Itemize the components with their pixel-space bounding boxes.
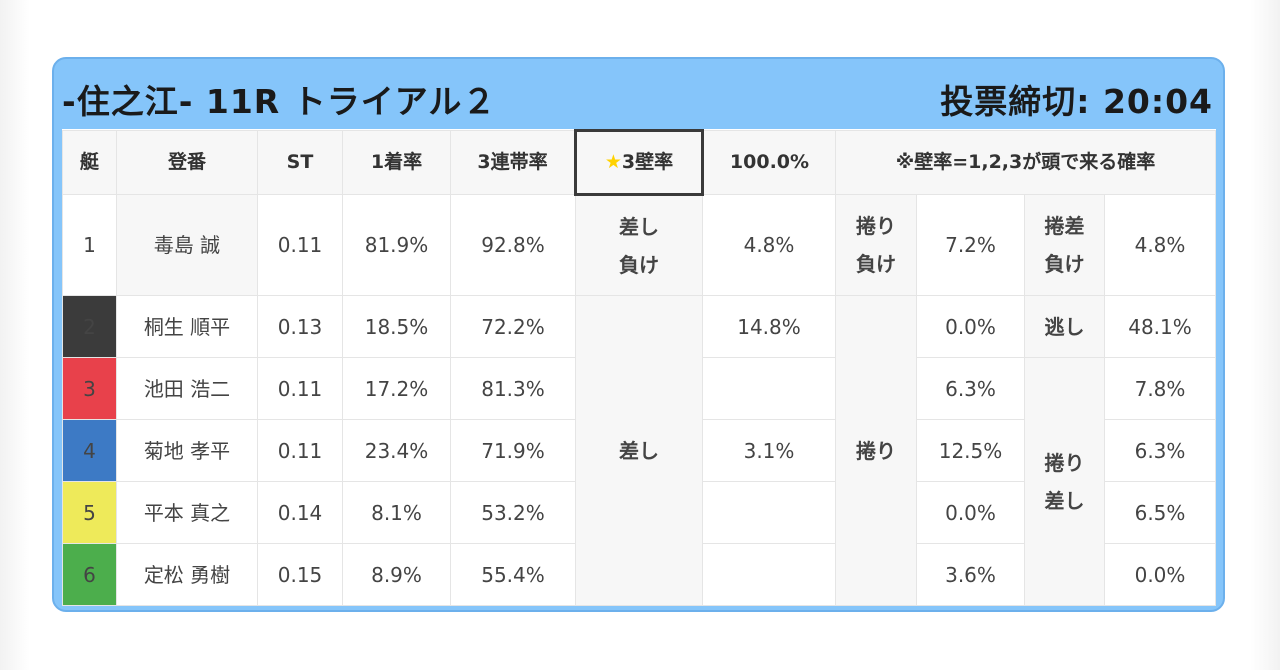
boat-number: 5 — [62, 481, 117, 544]
top3-rate-value: 53.2% — [450, 481, 576, 544]
first-rate-value: 18.5% — [342, 295, 451, 358]
st-value: 0.15 — [257, 543, 343, 606]
table-header-row: 艇 登番 ST 1着率 3連帯率 ★3壁率 100.0% ※壁率=1,2,3が頭… — [62, 129, 1216, 196]
table-row: 2 桐生 順平 0.13 18.5% 72.2% 差し 14.8% 捲り 0.0… — [62, 295, 1216, 606]
st-value: 0.11 — [257, 419, 343, 482]
left-edge-shade — [0, 0, 30, 670]
top3-rate-value: 81.3% — [450, 357, 576, 420]
sashi-make-label: 差し 負け — [575, 194, 703, 296]
boat-number: 6 — [62, 543, 117, 606]
betting-deadline: 投票締切: 20:04 — [940, 82, 1213, 121]
first-rate-value: 17.2% — [342, 357, 451, 420]
racer-name: 毒島 誠 — [116, 194, 258, 296]
sashi-value: 3.1% — [702, 419, 836, 482]
first-rate-value: 8.1% — [342, 481, 451, 544]
racer-name: 桐生 順平 — [116, 295, 258, 358]
makurisashi-make-value: 4.8% — [1104, 194, 1216, 296]
makurisashi-value: 6.5% — [1104, 481, 1216, 544]
makuri-make-label: 捲り 負け — [835, 194, 917, 296]
makurisashi-value: 0.0% — [1104, 543, 1216, 606]
top3-rate-value: 72.2% — [450, 295, 576, 358]
race-panel: -住之江- 11R トライアル２ 投票締切: 20:04 艇 登番 ST 1着率… — [52, 57, 1225, 612]
header-top3-rate: 3連帯率 — [450, 130, 576, 195]
makurisashi-value: 6.3% — [1104, 419, 1216, 482]
boat-number: 2 — [62, 295, 117, 358]
makuri-value: 3.6% — [916, 543, 1025, 606]
table-row: 1 毒島 誠 0.11 81.9% 92.8% 差し 負け 4.8% 捲り 負け 7… — [62, 194, 1216, 296]
header-st: ST — [257, 130, 343, 195]
sashi-value — [702, 543, 836, 606]
racer-name: 池田 浩二 — [116, 357, 258, 420]
wall-rate-value: 100.0% — [702, 130, 836, 195]
table-row: 6 定松 勇樹 0.15 8.9% 55.4% 3.6% 0.0% — [62, 543, 1216, 606]
racer-name: 平本 真之 — [116, 481, 258, 544]
sashi-make-value: 4.8% — [702, 194, 836, 296]
top3-rate-value: 92.8% — [450, 194, 576, 296]
makurisashi-value: 7.8% — [1104, 357, 1216, 420]
st-value: 0.13 — [257, 295, 343, 358]
nige-label: 逃し — [1024, 295, 1105, 358]
makuri-value: 0.0% — [916, 295, 1025, 358]
makuri-label: 捲り — [835, 295, 917, 606]
race-title: -住之江- 11R トライアル２ — [62, 82, 497, 121]
wall-rate-label: ★3壁率 — [574, 129, 704, 196]
st-value: 0.11 — [257, 357, 343, 420]
sashi-value: 14.8% — [702, 295, 836, 358]
makurisashi-make-label: 捲差 負け — [1024, 194, 1105, 296]
st-value: 0.11 — [257, 194, 343, 296]
right-edge-shade — [1250, 0, 1280, 670]
makuri-value: 6.3% — [916, 357, 1025, 420]
makuri-value: 0.0% — [916, 481, 1025, 544]
star-icon: ★ — [604, 151, 622, 174]
race-stats-table: 艇 登番 ST 1着率 3連帯率 ★3壁率 100.0% ※壁率=1,2,3が頭… — [62, 129, 1216, 606]
first-rate-value: 8.9% — [342, 543, 451, 606]
makuri-value: 12.5% — [916, 419, 1025, 482]
sashi-value — [702, 481, 836, 544]
first-rate-value: 23.4% — [342, 419, 451, 482]
boat-number: 1 — [62, 194, 117, 296]
sashi-label: 差し — [575, 295, 703, 606]
boat-number: 4 — [62, 419, 117, 482]
racer-name: 定松 勇樹 — [116, 543, 258, 606]
st-value: 0.14 — [257, 481, 343, 544]
table-row: 3 池田 浩二 0.11 17.2% 81.3% 6.3% 捲り 差し 7.8% — [62, 357, 1216, 606]
header-racer: 登番 — [116, 130, 258, 195]
boat-number: 3 — [62, 357, 117, 420]
makurisashi-label: 捲り 差し — [1024, 357, 1105, 606]
header-boat: 艇 — [62, 130, 117, 195]
first-rate-value: 81.9% — [342, 194, 451, 296]
nige-value: 48.1% — [1104, 295, 1216, 358]
makuri-make-value: 7.2% — [916, 194, 1025, 296]
sashi-value — [702, 357, 836, 420]
top3-rate-value: 55.4% — [450, 543, 576, 606]
top3-rate-value: 71.9% — [450, 419, 576, 482]
table-row: 5 平本 真之 0.14 8.1% 53.2% 0.0% 6.5% — [62, 481, 1216, 544]
header-first-rate: 1着率 — [342, 130, 451, 195]
racer-name: 菊地 孝平 — [116, 419, 258, 482]
wall-rate-note: ※壁率=1,2,3が頭で来る確率 — [835, 130, 1216, 195]
